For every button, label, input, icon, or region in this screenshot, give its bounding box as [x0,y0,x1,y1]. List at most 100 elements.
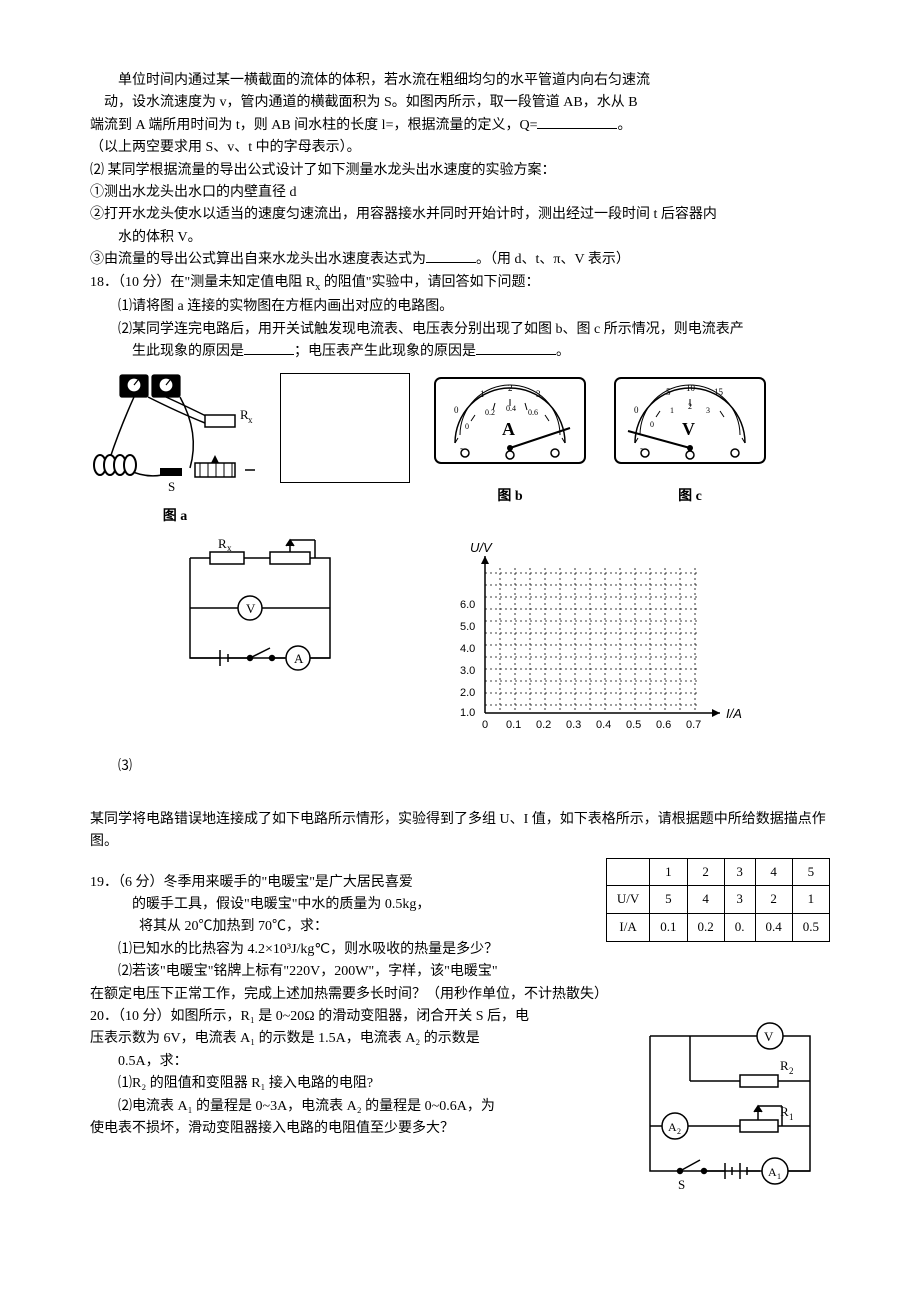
td: U/V [606,886,649,914]
svg-text:I/A: I/A [726,706,742,721]
svg-text:-: - [460,443,463,453]
th [606,858,649,886]
figure-row-2: Rx V A U/V [90,538,830,746]
blank [476,341,556,355]
svg-text:4.0: 4.0 [460,643,475,655]
q17-p3b: 。 [617,118,631,133]
svg-text:-: - [640,443,643,453]
td: 4 [687,886,724,914]
svg-text:V: V [682,419,695,439]
q18-l2a: ⑵某同学连完电路后，用开关试触发现电流表、电压表分别出现了如图 b、图 c 所示… [118,322,744,337]
svg-text:0.5: 0.5 [626,719,641,731]
caption-c: 图 c [610,486,770,508]
td: I/A [606,914,649,942]
svg-text:S: S [678,1177,685,1192]
svg-text:1: 1 [480,389,485,399]
svg-text:x: x [248,415,253,425]
uv-grid-chart: U/V [430,538,750,746]
svg-text:0: 0 [454,405,459,415]
figure-row-1: R x S [90,373,830,528]
svg-text:0.6: 0.6 [656,719,671,731]
q17-p7: ②打开水龙头使水以适当的速度匀速流出，用容器接水并同时开始计时，测出经过一段时间… [90,207,717,222]
svg-text:2.0: 2.0 [460,687,475,699]
q19-l5: 在额定电压下正常工作，完成上述加热需要多长时间？（用秒作单位，不计热散失） [90,987,608,1002]
svg-text:V: V [246,601,256,616]
q18-after: 某同学将电路错误地连接成了如下电路所示情形，实验得到了多组 U、I 值，如下表格… [90,812,826,849]
svg-text:5: 5 [666,387,671,397]
svg-text:0: 0 [634,405,639,415]
svg-text:1.0: 1.0 [460,707,475,719]
q20-l3: ⑴R₂ 的阻值和变阻器 R₁ 接入电路的电阻? [118,1076,373,1091]
th: 2 [687,858,724,886]
wrong-circuit: Rx V A [170,538,350,686]
q20-l4: ⑵电流表 A₁ 的量程是 0~3A，电流表 A₂ 的量程是 0~0.6A，为 [118,1099,495,1114]
q20-head: 20．（10 分）如图所示，R₁ 是 0~20Ω 的滑动变阻器，闭合开关 S 后… [90,1009,529,1024]
figure-a: R x S [90,373,260,528]
q17-p4: （以上两空要求用 S、v、t 中的字母表示）。 [90,140,361,155]
svg-text:10: 10 [686,383,696,393]
q17-p8: 水的体积 V。 [118,230,202,245]
svg-text:0.2: 0.2 [485,408,495,417]
svg-text:1: 1 [789,1112,794,1122]
svg-text:R: R [218,538,227,551]
svg-text:0.6: 0.6 [528,408,538,417]
svg-text:0.2: 0.2 [536,719,551,731]
q19-l2: 将其从 20℃加热到 70℃，求： [139,919,328,934]
q20: V R2 R1 A2 A1 S 20．（10 分）如图所示，R₁ 是 0~20Ω… [90,1006,830,1140]
svg-text:A: A [768,1165,777,1179]
td: 0.4 [755,914,792,942]
q19-l1: 的暖手工具，假设"电暖宝"中水的质量为 0.5kg， [132,897,430,912]
th: 1 [650,858,687,886]
q20-l1: 压表示数为 6V，电流表 A₁ 的示数是 1.5A，电流表 A₂ 的示数是 [90,1031,480,1046]
svg-text:U/V: U/V [470,540,493,555]
q20-l2: 0.5A，求： [118,1054,188,1069]
q19-head: 19．（6 分）冬季用来暖手的"电暖宝"是广大居民喜爱 [90,875,413,890]
svg-text:0.3: 0.3 [566,719,581,731]
svg-text:2: 2 [677,1127,681,1136]
th: 3 [724,858,755,886]
caption-a: 图 a [90,506,260,528]
svg-text:A: A [294,651,304,666]
svg-text:A: A [502,419,515,439]
q18: 18．（10 分）在"测量未知定值电阻 Rx 的阻值"实验中，请回答如下问题： … [90,272,830,872]
svg-text:3: 3 [706,406,710,415]
td: 2 [755,886,792,914]
svg-text:R: R [780,1104,789,1119]
q20-circuit: V R2 R1 A2 A1 S [630,1006,830,1204]
svg-text:5.0: 5.0 [460,621,475,633]
blank [244,341,294,355]
svg-text:0: 0 [465,422,469,431]
svg-text:3.0: 3.0 [460,665,475,677]
svg-text:2: 2 [508,383,513,393]
q17-p9a: ③由流量的导出公式算出自来水龙头出水速度表达式为 [90,252,426,267]
svg-text:2: 2 [688,402,692,411]
th: 5 [792,858,829,886]
svg-text:3: 3 [536,389,541,399]
q19-l4: ⑵若该"电暖宝"铭牌上标有"220V，200W"，字样，该"电暖宝" [118,964,498,979]
q18-l2d: 。 [556,344,570,359]
q18-l1: ⑴请将图 a 连接的实物图在方框内画出对应的电路图。 [118,299,453,314]
caption-b: 图 b [430,486,590,508]
td: 3 [724,886,755,914]
answer-box [280,373,410,483]
q18-head: 18．（10 分）在"测量未知定值电阻 R [90,275,315,290]
td: 5 [650,886,687,914]
figure-c: 0 5 10 15 0 1 2 3 V - 图 c [610,373,770,508]
svg-text:6.0: 6.0 [460,599,475,611]
svg-text:0.1: 0.1 [506,719,521,731]
td: 0. [724,914,755,942]
q18-l2c: ；电压表产生此现象的原因是 [294,344,476,359]
figure-b: 0 1 2 3 0 0.2 0.4 0.6 A - 图 b [430,373,590,508]
blank [426,249,476,263]
q17-p2: 动，设水流速度为 v，管内通道的横截面积为 S。如图丙所示，取一段管道 AB，水… [104,95,638,110]
svg-text:0: 0 [650,420,654,429]
td: 0.1 [650,914,687,942]
q18-l2b: 生此现象的原因是 [132,344,244,359]
data-table: 1 2 3 4 5 U/V 5 4 3 2 1 I/A 0.1 0.2 0. 0… [606,858,830,942]
q17-text: 单位时间内通过某一横截面的流体的体积，若水流在粗细均匀的水平管道内向右匀速流 动… [90,70,830,272]
q17-p5: ⑵ 某同学根据流量的导出公式设计了如下测量水龙头出水速度的实验方案： [90,163,556,178]
svg-text:x: x [227,543,232,553]
svg-text:15: 15 [714,387,724,397]
svg-text:2: 2 [789,1066,794,1076]
td: 1 [792,886,829,914]
